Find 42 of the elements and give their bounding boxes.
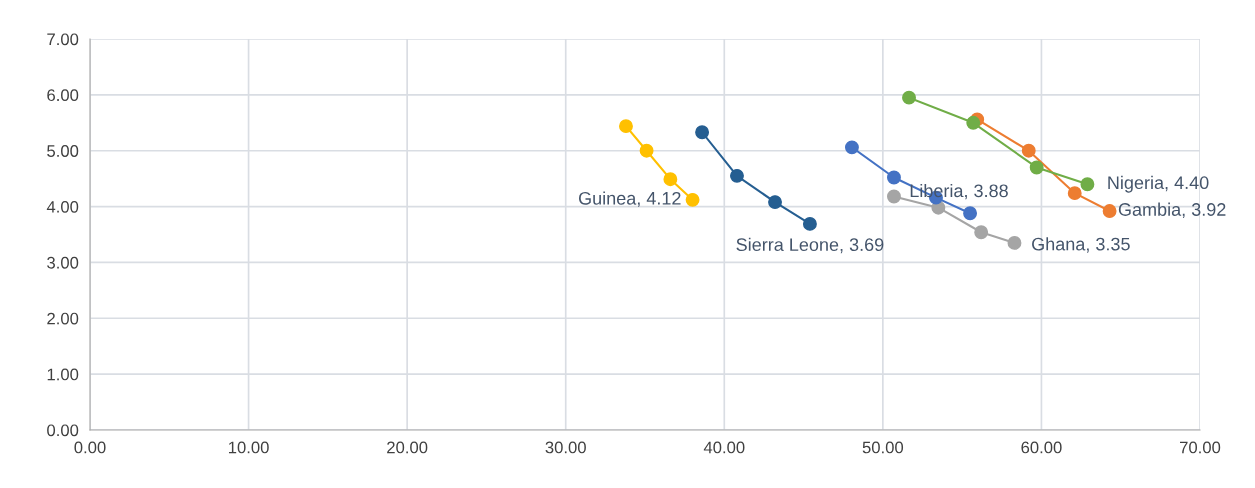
x-tick-label: 20.00	[387, 441, 428, 454]
data-label: Ghana, 3.35	[1032, 237, 1130, 253]
point	[685, 192, 700, 207]
point	[887, 170, 901, 185]
point	[730, 168, 744, 183]
x-tick-label: 50.00	[862, 441, 904, 454]
x-tick-label: 30.00	[545, 441, 586, 454]
y-tick-label: 2.00	[47, 312, 79, 325]
point	[695, 125, 710, 140]
point	[802, 216, 817, 231]
point	[1007, 235, 1022, 250]
data-label: Gambia, 3.92	[1118, 202, 1226, 219]
point	[963, 206, 978, 221]
y-tick-label: 7.00	[47, 33, 79, 46]
point	[966, 115, 981, 130]
point	[1080, 177, 1095, 192]
data-label: Nigeria, 4.40	[1108, 175, 1209, 193]
y-tick-label: 0.00	[47, 424, 79, 437]
y-tick-label: 3.00	[47, 256, 79, 269]
x-tick-label: 60.00	[1021, 441, 1062, 454]
y-tick-label: 5.00	[47, 145, 79, 157]
y-tick-label: 4.00	[46, 200, 79, 213]
x-tick-label: 10.00	[228, 441, 269, 454]
x-tick-label: 40.00	[703, 441, 745, 454]
x-tick-label: 70.00	[1180, 441, 1221, 454]
point	[1102, 204, 1117, 218]
point	[974, 225, 989, 240]
point	[1021, 143, 1036, 158]
point	[1067, 186, 1082, 201]
data-label: Sierra Leone, 3.69	[736, 237, 884, 254]
point	[663, 172, 678, 187]
point	[902, 90, 916, 105]
point	[639, 143, 654, 158]
y-tick-label: 1.00	[47, 368, 79, 381]
data-label: Guinea, 4.12	[578, 191, 681, 207]
y-tick-label: 6.00	[47, 89, 79, 102]
point	[1029, 160, 1044, 175]
point	[844, 140, 859, 155]
point	[619, 119, 633, 134]
x-tick-label: 0.00	[74, 441, 106, 454]
point	[768, 195, 782, 210]
point	[887, 189, 901, 204]
